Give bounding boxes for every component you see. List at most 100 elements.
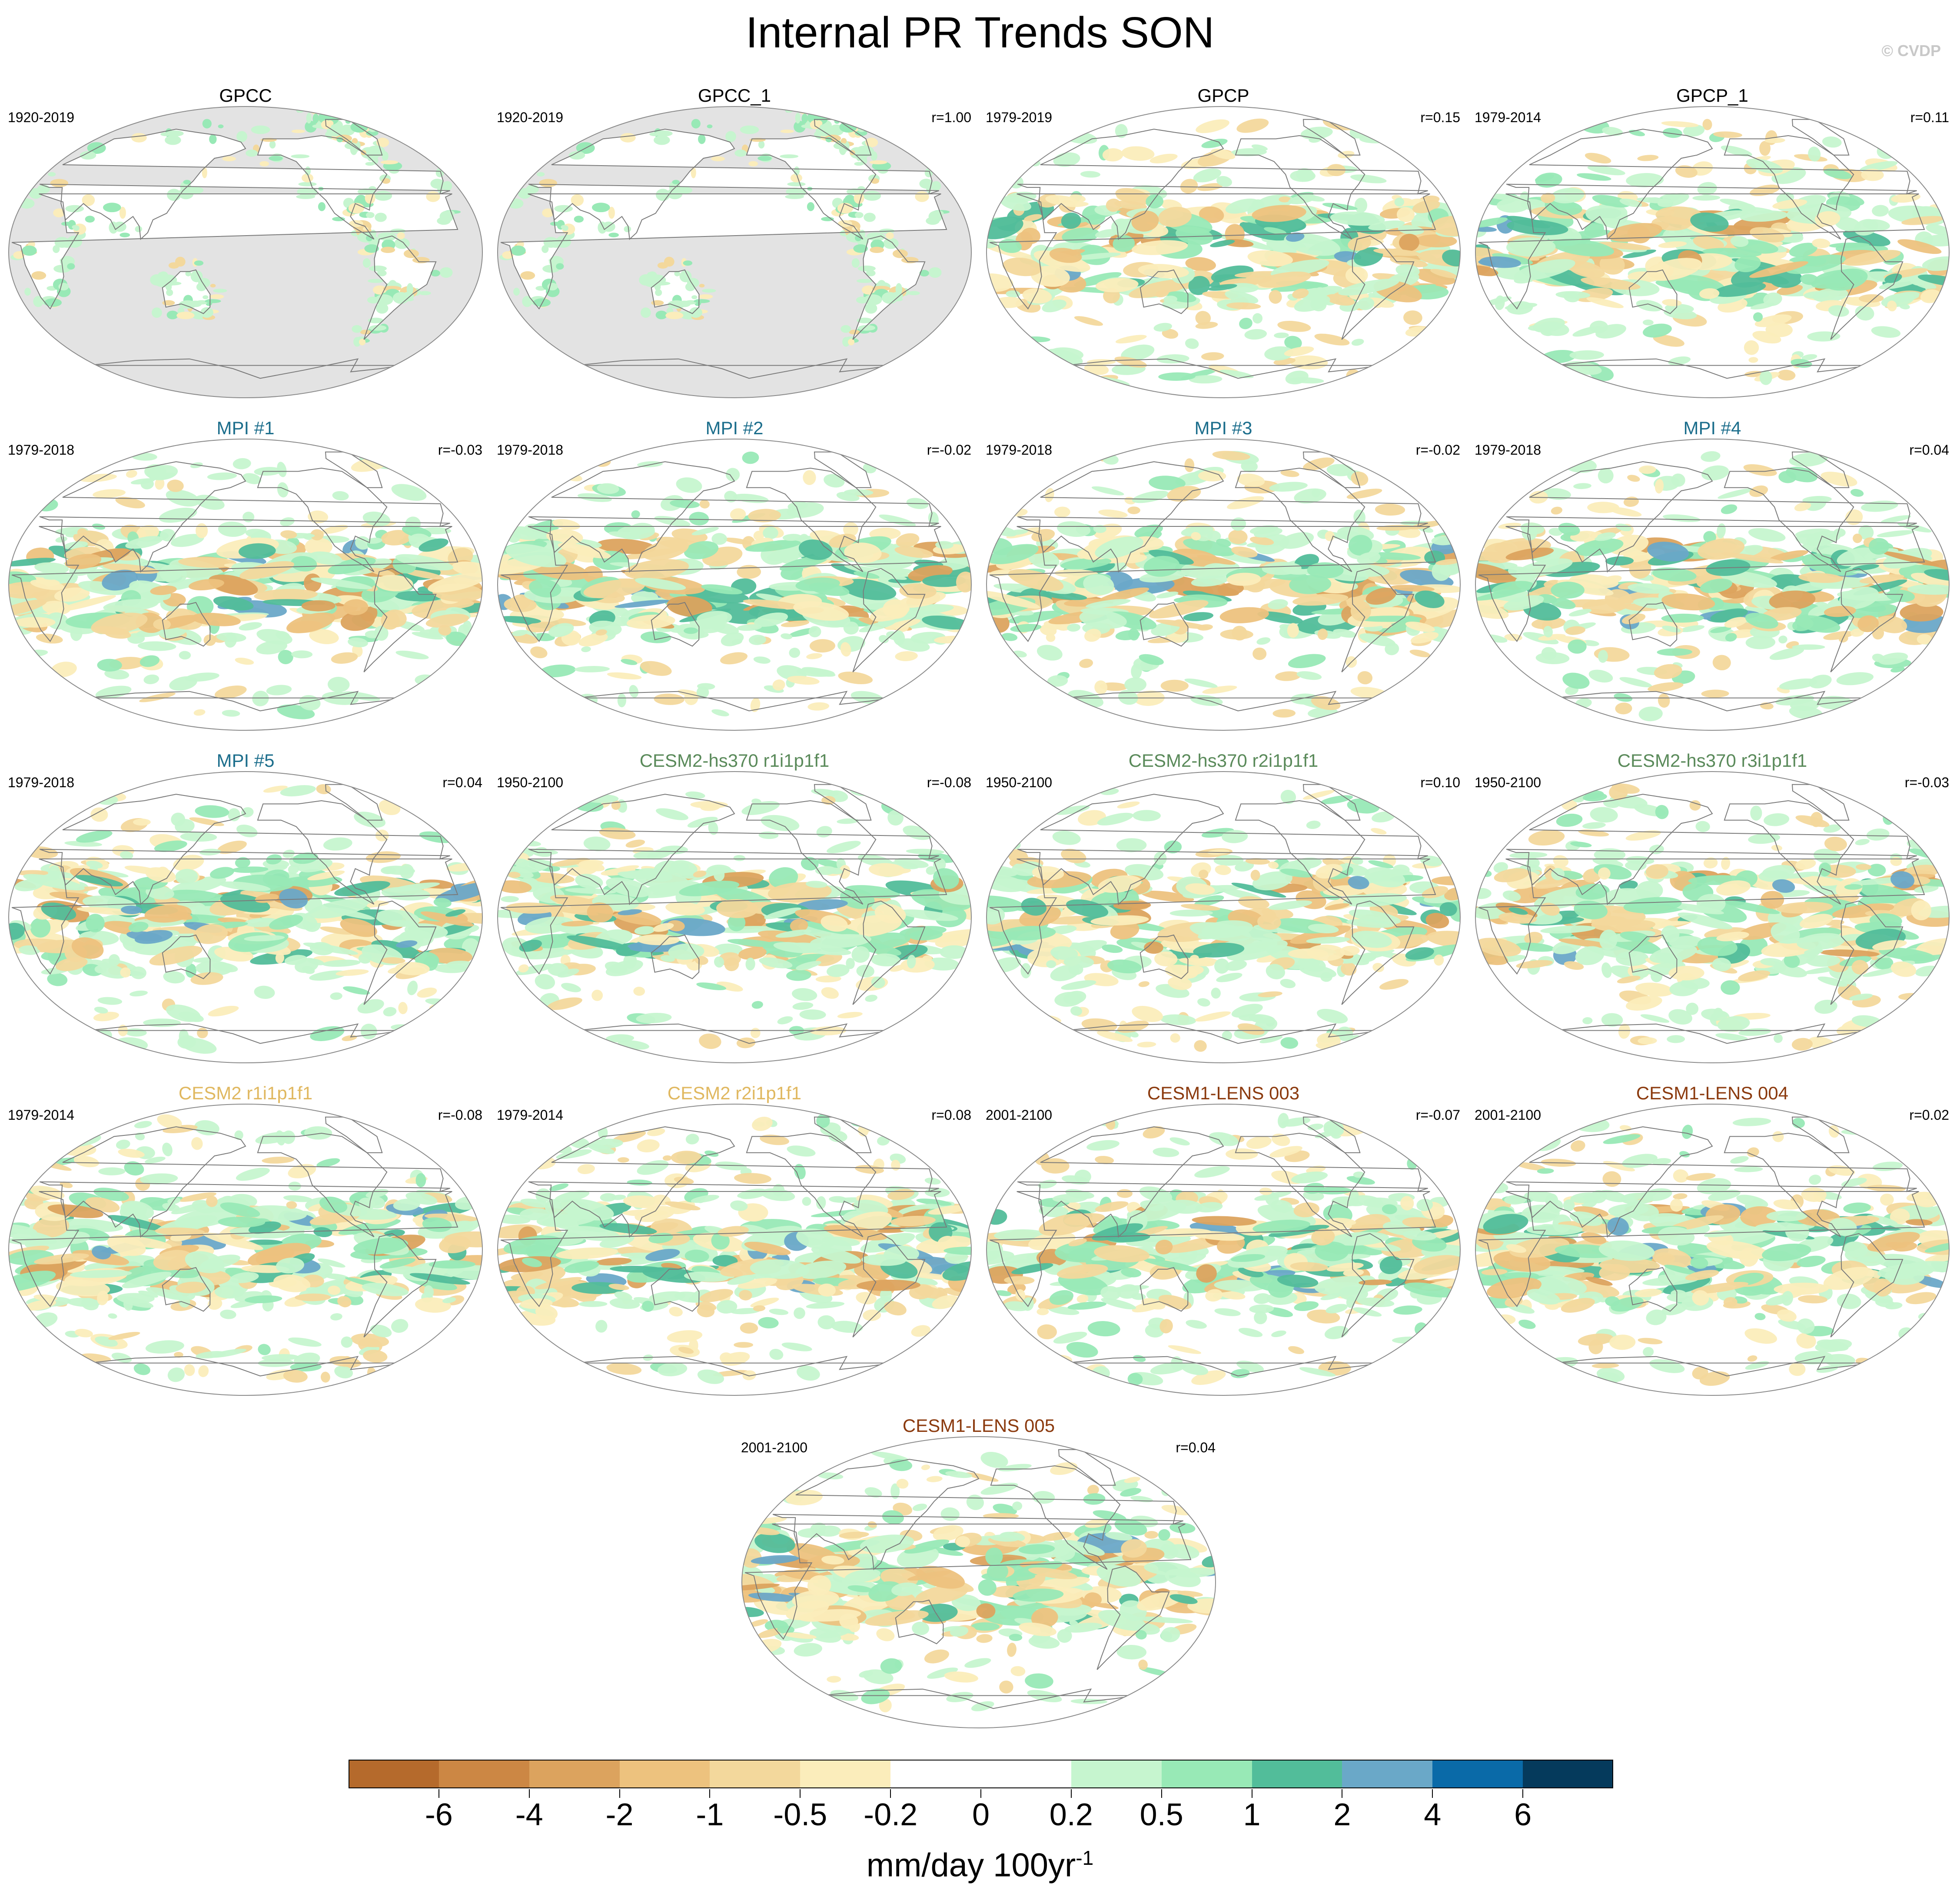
trend-blob [162, 300, 175, 306]
trend-blob [785, 194, 804, 199]
trend-blob [541, 245, 548, 253]
trend-blob [691, 295, 697, 299]
trend-blob [298, 182, 316, 186]
robinson-map [982, 1102, 1465, 1398]
trend-blob [1551, 868, 1565, 880]
trend-blob [222, 156, 236, 161]
trend-blob [807, 202, 814, 211]
trend-blob [189, 301, 202, 307]
trend-blob [202, 167, 207, 178]
trend-blob [365, 162, 375, 166]
trend-blob [236, 131, 247, 142]
trend-blob [780, 154, 798, 158]
trend-blob [508, 198, 523, 209]
trend-blob [337, 137, 343, 142]
trend-blob [308, 105, 326, 113]
trend-blob [857, 279, 873, 283]
trend-blob [513, 288, 520, 296]
trend-blob [658, 262, 668, 269]
trend-blob [251, 126, 270, 134]
trend-blob [915, 191, 929, 202]
trend-blob [374, 191, 392, 201]
trend-blob [269, 156, 282, 161]
trend-blob [72, 225, 78, 229]
trend-blob [368, 279, 384, 283]
trend-blob [561, 225, 567, 229]
trend-blob [381, 247, 395, 253]
trend-blob [707, 124, 713, 128]
trend-blob [412, 257, 430, 263]
trend-blob [375, 213, 387, 222]
trend-blob [886, 232, 894, 239]
trend-blob [734, 150, 747, 156]
trend-blob [259, 161, 269, 166]
trend-blob [870, 160, 887, 164]
trend-blob [1594, 848, 1626, 861]
trend-blob [537, 172, 545, 176]
trend-blob [61, 222, 72, 226]
trend-blob [893, 250, 908, 258]
trend-blob [120, 233, 130, 237]
trend-blob [1568, 639, 1586, 654]
trend-blob [50, 179, 68, 187]
trend-blob [702, 289, 716, 293]
robinson-map [1471, 769, 1953, 1065]
trend-blob [144, 464, 166, 479]
trend-blob [24, 288, 31, 296]
trend-blob [203, 295, 208, 299]
trend-blob [691, 119, 701, 129]
trend-blob [98, 1167, 125, 1175]
trend-blob [865, 303, 877, 313]
trend-blob [426, 191, 440, 202]
trend-blob [169, 262, 179, 269]
robinson-map [982, 437, 1465, 732]
trend-blob [511, 246, 525, 256]
trend-blob [683, 260, 692, 266]
trend-blob [624, 226, 631, 233]
trend-blob [870, 247, 884, 253]
trend-blob [205, 299, 221, 303]
robinson-map [493, 769, 976, 1065]
trend-blob [1587, 502, 1619, 513]
trend-blob [740, 126, 759, 134]
trend-blob [748, 161, 758, 166]
trend-blob [678, 301, 691, 307]
trend-blob [165, 135, 181, 145]
trend-blob [131, 133, 147, 143]
trend-blob [397, 232, 405, 239]
robinson-map [493, 1102, 976, 1398]
trend-blob [795, 113, 801, 123]
trend-blob [376, 303, 388, 313]
trend-blob [135, 226, 143, 233]
trend-blob [48, 172, 56, 176]
trend-blob [296, 194, 315, 199]
trend-blob [1551, 582, 1585, 599]
trend-blob [698, 294, 713, 299]
trend-blob [246, 150, 258, 156]
trend-blob [352, 325, 362, 333]
trend-blob [757, 156, 771, 161]
trend-blob [167, 189, 181, 201]
watermark: © CVDP [1881, 42, 1941, 60]
trend-blob [291, 154, 309, 158]
trend-blob [608, 233, 619, 237]
trend-blob [103, 203, 121, 212]
trend-blob [1046, 960, 1056, 968]
trend-blob [306, 113, 312, 123]
trend-blob [415, 1173, 426, 1188]
trend-blob [620, 133, 636, 143]
trend-blob [1761, 891, 1784, 909]
trend-blob [711, 156, 725, 161]
trend-blob [1345, 267, 1368, 284]
trend-blob [292, 130, 305, 133]
trend-blob [852, 258, 860, 268]
